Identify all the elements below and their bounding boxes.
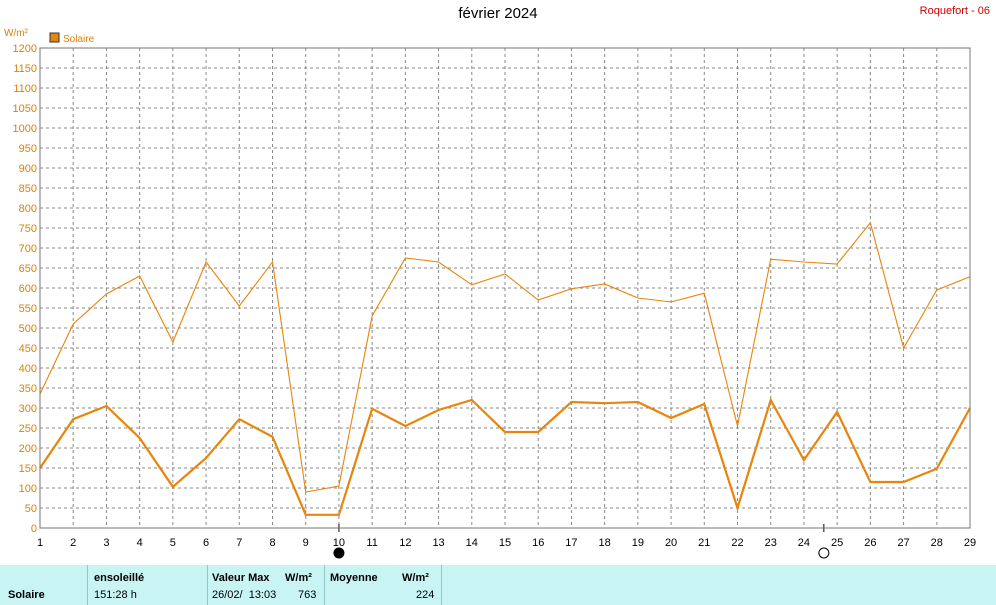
max-date: 26/02/ 13:03 — [212, 589, 277, 601]
y-tick-label: 900 — [19, 163, 37, 175]
x-tick-label: 4 — [137, 537, 143, 549]
x-tick-label: 9 — [303, 537, 309, 549]
x-tick-label: 6 — [203, 537, 209, 549]
y-tick-label: 0 — [31, 523, 37, 535]
x-tick-label: 16 — [532, 537, 544, 549]
legend-label: Solaire — [63, 34, 95, 45]
y-tick-label: 750 — [19, 223, 37, 235]
max-unit: W/m² — [285, 572, 312, 584]
x-tick-label: 25 — [831, 537, 843, 549]
y-tick-label: 250 — [19, 423, 37, 435]
summary-footer: Solaire ensoleillé 151:28 h Valeur Max W… — [0, 565, 996, 605]
y-tick-label: 700 — [19, 243, 37, 255]
y-tick-label: 600 — [19, 283, 37, 295]
y-tick-label: 650 — [19, 263, 37, 275]
x-tick-label: 5 — [170, 537, 176, 549]
x-tick-label: 29 — [964, 537, 976, 549]
footer-max-cell: Valeur Max W/m² 26/02/ 13:03 763 — [208, 565, 325, 605]
x-tick-label: 3 — [103, 537, 109, 549]
mean-value: 224 — [416, 589, 435, 601]
y-tick-label: 1100 — [13, 83, 37, 95]
chart-title: février 2024 — [458, 5, 538, 22]
x-tick-label: 24 — [798, 537, 810, 549]
legend-swatch — [49, 32, 60, 43]
x-tick-label: 8 — [269, 537, 275, 549]
moon-phase-markers — [333, 524, 830, 559]
series-lines — [39, 221, 971, 516]
x-tick-label: 11 — [366, 537, 377, 549]
y-tick-label: 950 — [19, 143, 37, 155]
new-moon-icon — [333, 547, 345, 559]
footer-mean-cell: Moyenne W/m² 224 — [325, 565, 442, 605]
x-tick-label: 12 — [399, 537, 411, 549]
chart-plot: 0 50 100 150 200 250 300 350 400 450 500 550 600 650 7… — [4, 28, 976, 559]
footer-sunshine-cell: ensoleillé 151:28 h — [88, 565, 208, 605]
y-tick-label: 200 — [19, 443, 37, 455]
x-tick-label: 7 — [236, 537, 242, 549]
max-value: 763 — [298, 589, 317, 601]
y-tick-label: 500 — [19, 323, 37, 335]
grid — [40, 48, 970, 528]
y-tick-label: 400 — [19, 363, 37, 375]
mean-unit: W/m² — [402, 572, 429, 584]
y-tick-label: 300 — [19, 403, 37, 415]
legend: Solaire — [49, 32, 95, 45]
x-tick-label: 13 — [432, 537, 444, 549]
y-tick-label: 1200 — [13, 43, 37, 55]
y-tick-label: 1000 — [13, 123, 37, 135]
y-tick-label: 800 — [19, 203, 37, 215]
sunshine-value: 151:28 h — [94, 589, 137, 601]
series-line-max — [39, 221, 971, 493]
x-tick-label: 28 — [931, 537, 943, 549]
y-tick-label: 1150 — [13, 63, 37, 75]
x-tick-label: 15 — [499, 537, 511, 549]
x-tick-label: 18 — [599, 537, 611, 549]
y-tick-label: 1050 — [13, 103, 37, 115]
y-tick-label: 850 — [19, 183, 37, 195]
x-tick-label: 14 — [466, 537, 478, 549]
x-tick-label: 17 — [565, 537, 577, 549]
x-tick-label: 10 — [333, 537, 345, 549]
y-tick-label: 350 — [19, 383, 37, 395]
plot-frame — [39, 47, 971, 529]
x-tick-label: 26 — [864, 537, 876, 549]
y-tick-label: 150 — [19, 463, 37, 475]
x-tick-label: 2 — [70, 537, 76, 549]
x-tick-label: 21 — [698, 537, 710, 549]
y-tick-label: 50 — [25, 503, 37, 515]
y-tick-labels: 0 50 100 150 200 250 300 350 400 450 500 550 600 650 7… — [13, 43, 37, 535]
x-tick-label: 19 — [632, 537, 644, 549]
x-tick-labels: 1 2 3 4 5 6 7 8 9 10 11 12 13 14 15 16 17 18 19 20 21 22 23 24 2… — [37, 537, 976, 549]
footer-row-label-cell: Solaire — [0, 565, 88, 605]
station-label: Roquefort - 06 — [919, 5, 990, 17]
max-header: Valeur Max — [212, 572, 270, 584]
series-line-mean — [39, 397, 971, 516]
x-tick-label: 1 — [37, 537, 43, 549]
x-tick-label: 27 — [897, 537, 909, 549]
x-tick-label: 20 — [665, 537, 677, 549]
x-tick-label: 22 — [731, 537, 743, 549]
y-axis-unit: W/m² — [4, 28, 29, 39]
full-moon-icon — [818, 547, 830, 559]
sunshine-header: ensoleillé — [94, 572, 145, 584]
y-tick-label: 450 — [19, 343, 37, 355]
x-tick-label: 23 — [765, 537, 777, 549]
y-tick-label: 550 — [19, 303, 37, 315]
mean-header: Moyenne — [330, 572, 378, 584]
y-tick-label: 100 — [19, 483, 37, 495]
footer-row-label: Solaire — [8, 589, 45, 601]
